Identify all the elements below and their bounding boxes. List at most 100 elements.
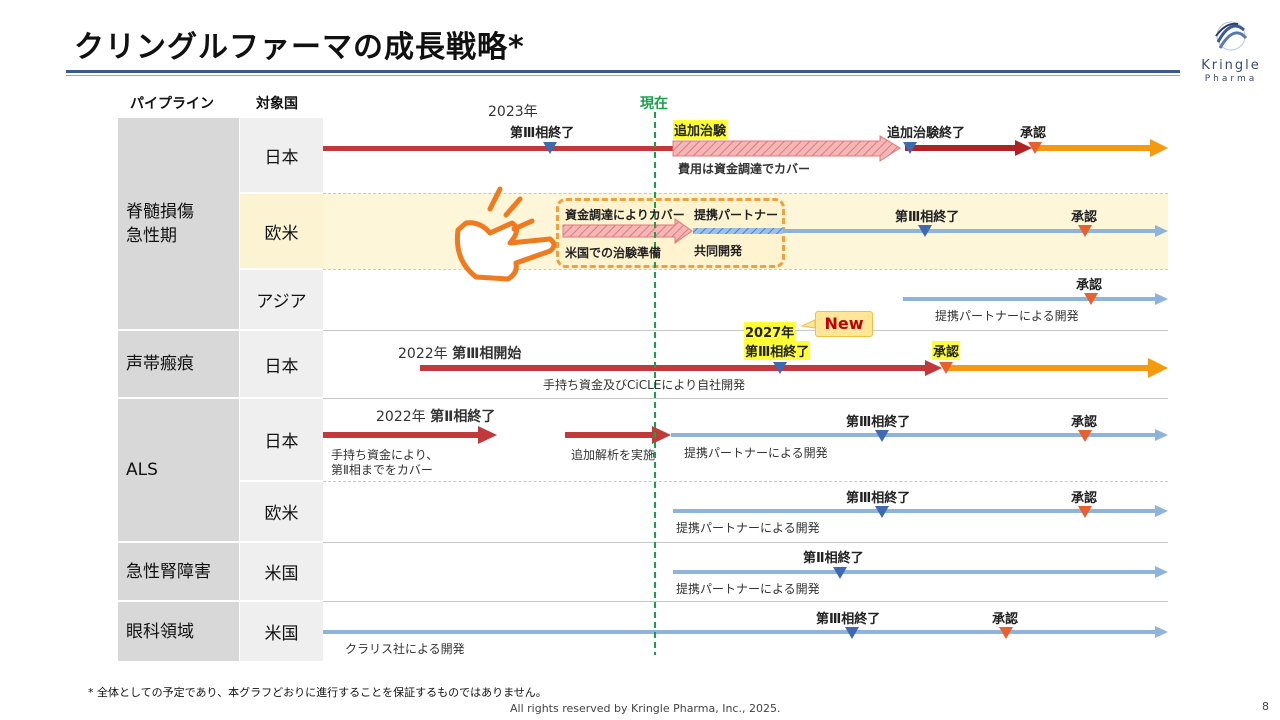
vocal-end-year: 2027年 [744, 322, 796, 341]
footer-disclaimer: * 全体としての予定であり、本グラフどおりに進行することを保証するものではありま… [88, 686, 547, 699]
vocal-phase3-start-label: 第Ⅲ相開始 [452, 346, 522, 362]
eye-approval-marker [999, 627, 1013, 639]
pipeline-sci: 脊髄損傷 急性期 [118, 117, 239, 330]
footer-copyright: All rights reserved by Kringle Pharma, I… [510, 702, 781, 715]
logo-text-pharma: Pharma [1204, 74, 1258, 84]
als-west-partner-dev-label: 提携パートナーによる開発 [676, 521, 820, 535]
sci-west-approval-label: 承認 [1071, 210, 1098, 225]
sci-japan-red-bar [323, 146, 673, 151]
sci-japan-year: 2023年 [488, 104, 538, 120]
country-vocal-japan: 日本 [240, 330, 323, 398]
als-japan-phase3-marker [875, 430, 889, 442]
pipeline-vocal: 声帯瘢痕 [118, 330, 239, 398]
sci-west-approval-marker [1078, 225, 1092, 237]
sci-asia-blue-arrow [903, 293, 1168, 305]
als-japan-red-arrow-1 [323, 426, 497, 444]
sci-japan-orange-arrow [1035, 139, 1168, 157]
vocal-approval-marker [939, 362, 953, 374]
als-japan-year: 2022年 第Ⅱ相終了 [376, 409, 496, 425]
logo-text-kringle: Kringle [1201, 58, 1261, 73]
company-logo: Kringle Pharma [1196, 16, 1266, 86]
sci-japan-additional-trial-label: 追加治験 [673, 120, 728, 139]
eye-phase3-marker [845, 627, 859, 639]
als-japan-partner-dev-label: 提携パートナーによる開発 [684, 446, 828, 460]
sci-west-hatched-blue-bar [693, 228, 783, 234]
current-label: 現在 [640, 96, 668, 112]
callout-codev-label: 共同開発 [694, 244, 743, 258]
new-badge-pointer [800, 319, 816, 329]
title-rule [66, 70, 1180, 73]
aki-phase2-marker [833, 567, 847, 579]
vocal-phase3-end-label: 第Ⅲ相終了 [744, 341, 811, 360]
sci-west-phase3-label: 第Ⅲ相終了 [895, 210, 960, 225]
als-japan-red-arrow-2 [565, 426, 671, 444]
sci-japan-red-arrow [905, 140, 1032, 156]
row-divider [323, 398, 1168, 399]
page-number: 8 [1262, 700, 1269, 713]
eye-phase3-label: 第Ⅲ相終了 [816, 612, 881, 627]
sci-japan-hatched-arrow [672, 135, 901, 162]
page-title: クリングルファーマの成長戦略* [74, 30, 525, 65]
callout-partner-label: 提携パートナー [694, 208, 779, 222]
als-japan-phase2-label: 第Ⅱ相終了 [430, 409, 496, 425]
sci-japan-trial-end-marker [903, 142, 917, 154]
als-west-approval-label: 承認 [1071, 491, 1098, 506]
eye-approval-label: 承認 [992, 612, 1019, 627]
new-badge: New [815, 311, 873, 337]
header-target-country: 対象国 [256, 96, 298, 112]
row-divider [323, 481, 1168, 482]
pointing-hand-icon [454, 186, 557, 282]
eye-claris-dev-label: クラリス社による開発 [345, 642, 465, 656]
header-pipeline: パイプライン [130, 96, 214, 112]
sci-japan-trial-end-label: 追加治験終了 [887, 126, 966, 141]
eye-blue-arrow [323, 626, 1168, 638]
row-divider [323, 269, 1168, 270]
als-funds-note-1: 手持ち資金により、 [331, 448, 439, 462]
row-divider [323, 601, 1168, 602]
als-funds-note-2: 第Ⅱ相までをカバー [331, 463, 433, 477]
pipeline-als: ALS [118, 398, 239, 542]
pipeline-eye: 眼科領域 [118, 601, 239, 662]
row-divider [323, 193, 1168, 194]
als-japan-approval-marker [1078, 430, 1092, 442]
country-eye-us: 米国 [240, 601, 323, 662]
country-als-west: 欧米 [240, 481, 323, 542]
sci-asia-approval-marker [1084, 293, 1098, 305]
aki-blue-arrow [673, 566, 1168, 578]
aki-phase2-label: 第Ⅱ相終了 [803, 551, 864, 566]
sci-japan-phase3-marker [543, 142, 557, 154]
als-west-approval-marker [1078, 506, 1092, 518]
als-japan-approval-label: 承認 [1071, 415, 1098, 430]
als-west-blue-arrow [673, 505, 1168, 517]
sci-japan-approval-marker [1028, 142, 1042, 154]
vocal-start-year: 2022年 第Ⅲ相開始 [398, 346, 522, 362]
als-west-phase3-marker [875, 506, 889, 518]
als-japan-blue-arrow [671, 429, 1168, 441]
sci-west-blue-arrow [783, 225, 1168, 237]
sci-japan-phase3-label: 第Ⅲ相終了 [510, 126, 575, 141]
vocal-approval-label: 承認 [932, 341, 961, 360]
aki-partner-dev-label: 提携パートナーによる開発 [676, 582, 820, 596]
sci-japan-cost-note: 費用は資金調達でカバー [678, 162, 811, 176]
row-divider [323, 542, 1168, 543]
vocal-phase3-marker [773, 362, 787, 374]
country-sci-japan: 日本 [240, 117, 323, 193]
vocal-orange-arrow [945, 358, 1168, 378]
sci-west-phase3-marker [918, 225, 932, 237]
country-als-japan: 日本 [240, 398, 323, 481]
country-aki-us: 米国 [240, 542, 323, 601]
vocal-red-arrow [420, 360, 942, 376]
als-west-phase3-label: 第Ⅲ相終了 [846, 491, 911, 506]
als-extra-analysis-note: 追加解析を実施 [571, 448, 656, 462]
country-sci-asia: アジア [240, 269, 323, 330]
vocal-self-dev-note: 手持ち資金及びCiCLEにより自社開発 [543, 378, 746, 392]
callout-us-prep-label: 米国での治験準備 [565, 246, 662, 260]
logo-mark-icon [1215, 21, 1248, 51]
sci-west-hatched-arrow [562, 218, 693, 244]
callout-funding-label: 資金調達によりカバー [565, 208, 685, 222]
als-japan-phase3-label: 第Ⅲ相終了 [846, 415, 911, 430]
pipeline-aki: 急性腎障害 [118, 542, 239, 601]
sci-japan-approval-label: 承認 [1020, 126, 1047, 141]
sci-asia-approval-label: 承認 [1076, 278, 1103, 293]
